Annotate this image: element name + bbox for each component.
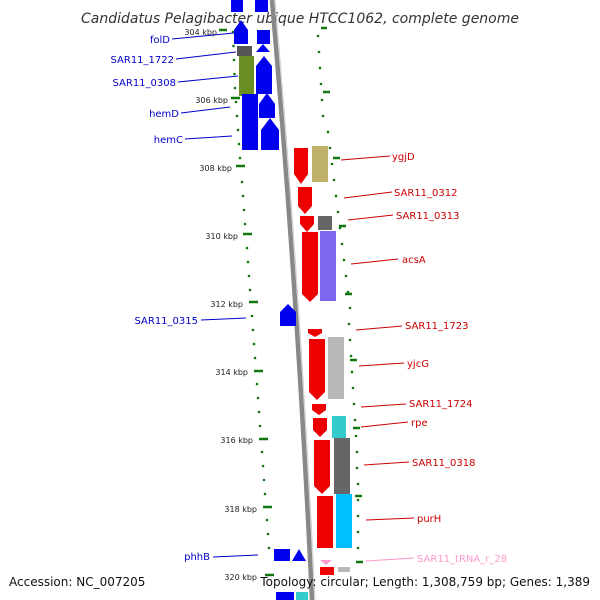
gene-label-sar11-0315[interactable]: SAR11_0315 xyxy=(135,316,199,327)
gene-purH-cog[interactable] xyxy=(336,494,352,548)
gene-hemC[interactable] xyxy=(261,118,279,150)
map-title: Candidatus Pelagibacter ubique HTCC1062,… xyxy=(81,11,519,27)
gene-sar11-0313-cog[interactable] xyxy=(318,216,332,230)
gene-block-bottom[interactable] xyxy=(276,592,294,600)
gene-labels-left: folD SAR11_1722 SAR11_0308 hemD hemC SAR… xyxy=(111,35,211,563)
scale-label: 308 kbp xyxy=(199,164,232,173)
gene-yjcG-cog[interactable] xyxy=(328,337,344,399)
gene-label-ygjD[interactable]: ygjD xyxy=(392,152,415,163)
backbone-highlight xyxy=(274,0,316,600)
gene-label-sar11-1723[interactable]: SAR11_1723 xyxy=(405,321,469,332)
gene-label-sar11-1724[interactable]: SAR11_1724 xyxy=(409,399,473,410)
gene-phhB-cog[interactable] xyxy=(274,549,290,561)
gene-acsA-cog[interactable] xyxy=(320,231,336,301)
topology-label: Topology: circular; Length: 1,308,759 bp… xyxy=(259,575,590,589)
gene-sar11-1722-cog[interactable] xyxy=(237,46,252,56)
gene-rpe[interactable] xyxy=(313,418,327,437)
gene-block[interactable] xyxy=(231,0,243,12)
label-leaders-right xyxy=(340,155,415,521)
forward-genes xyxy=(231,0,308,600)
gene-label-sar11-trna-r-28[interactable]: SAR11_tRNA_r_28 xyxy=(417,554,507,565)
label-leader-trna xyxy=(365,557,415,562)
gene-rpe-cog[interactable] xyxy=(332,416,346,438)
gene-trna-r-28[interactable] xyxy=(320,560,332,565)
gene-sar11-0318-cog[interactable] xyxy=(334,438,350,494)
gene-label-hemD[interactable]: hemD xyxy=(149,109,179,120)
scale-label: 318 kbp xyxy=(224,505,257,514)
gene-label-sar11-0318[interactable]: SAR11_0318 xyxy=(412,458,476,469)
scale-label: 312 kbp xyxy=(210,300,243,309)
label-leaders-left xyxy=(171,32,259,558)
gene-ygjD[interactable] xyxy=(294,148,308,184)
gene-block-bottom-cog[interactable] xyxy=(296,592,308,600)
scale-label: 310 kbp xyxy=(205,232,238,241)
gene-hemD-cog[interactable] xyxy=(242,94,258,150)
gene-acsA[interactable] xyxy=(302,232,318,302)
scale-dots-right xyxy=(316,34,360,550)
scale-dots-left xyxy=(231,30,271,550)
gene-sar11-0318[interactable] xyxy=(314,440,330,494)
gene-sar11-1724[interactable] xyxy=(312,404,326,415)
gene-sar11-0312[interactable] xyxy=(298,187,312,214)
gene-block-bottom-red[interactable] xyxy=(320,567,334,575)
gene-purH[interactable] xyxy=(317,496,333,548)
accession-label: Accession: NC_007205 xyxy=(9,575,145,589)
scale-label: 304 kbp xyxy=(184,28,217,37)
gene-label-sar11-0308[interactable]: SAR11_0308 xyxy=(113,78,177,89)
scale-ticks xyxy=(219,28,274,577)
gene-sar11-1723[interactable] xyxy=(308,329,322,337)
right-ticks xyxy=(321,26,363,564)
gene-sar11-0308-cog[interactable] xyxy=(239,56,254,96)
gene-fold-cog[interactable] xyxy=(257,30,270,44)
gene-phhB[interactable] xyxy=(292,549,306,561)
gene-hemD[interactable] xyxy=(259,93,275,118)
gene-label-sar11-0313[interactable]: SAR11_0313 xyxy=(396,211,460,222)
gene-label-yjcG[interactable]: yjcG xyxy=(407,359,429,370)
gene-label-sar11-0312[interactable]: SAR11_0312 xyxy=(394,188,458,199)
gene-block-bottom-cog2[interactable] xyxy=(338,567,350,572)
gene-label-acsA[interactable]: acsA xyxy=(402,255,426,266)
scale-label: 314 kbp xyxy=(215,368,248,377)
gene-label-sar11-1722[interactable]: SAR11_1722 xyxy=(111,55,175,66)
gene-labels-right: ygjD SAR11_0312 SAR11_0313 acsA SAR11_17… xyxy=(392,152,507,565)
genome-backbone xyxy=(269,0,315,600)
scale-label: 306 kbp xyxy=(195,96,228,105)
gene-label-phhB[interactable]: phhB xyxy=(184,552,210,563)
gene-label-rpe[interactable]: rpe xyxy=(411,418,428,429)
gene-ygjD-cog[interactable] xyxy=(312,146,328,182)
scale-labels: 304 kbp 306 kbp 308 kbp 310 kbp 312 kbp … xyxy=(184,28,257,582)
scale-label: 316 kbp xyxy=(220,436,253,445)
reverse-genes xyxy=(294,146,352,575)
gene-label-folD[interactable]: folD xyxy=(150,35,170,46)
gene-label-purH[interactable]: purH xyxy=(417,514,441,525)
scale-label: 320 kbp xyxy=(224,573,257,582)
gene-block[interactable] xyxy=(255,0,268,12)
gene-sar11-0315[interactable] xyxy=(280,304,296,326)
gene-sar11-0313[interactable] xyxy=(300,216,314,232)
gene-label-hemC[interactable]: hemC xyxy=(154,135,183,146)
gene-fold[interactable] xyxy=(234,30,248,44)
gene-yjcG[interactable] xyxy=(309,339,325,400)
gene-fold-arrow[interactable] xyxy=(234,20,248,30)
gene-sar11-1722-arrow[interactable] xyxy=(256,44,270,52)
gene-sar11-0308[interactable] xyxy=(256,56,272,94)
